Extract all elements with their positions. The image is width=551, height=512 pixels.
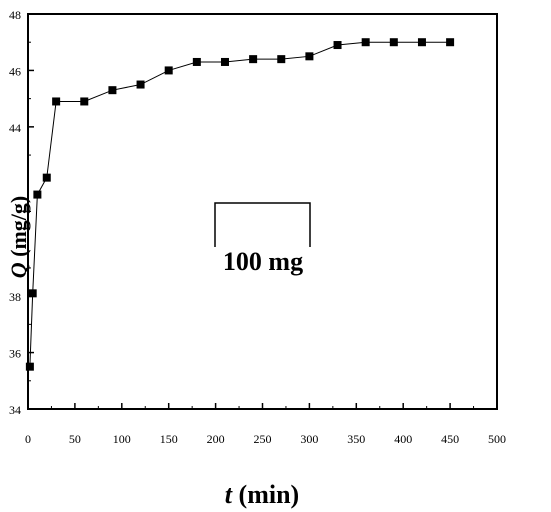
data-point [192, 57, 201, 66]
data-point [52, 97, 61, 106]
y-tick-label: 36 [9, 347, 21, 361]
x-tick-label: 100 [113, 432, 131, 446]
data-point [277, 55, 286, 64]
x-tick-label: 350 [347, 432, 365, 446]
data-point [417, 38, 426, 47]
x-axis-variable: t [225, 480, 233, 509]
x-tick-label: 450 [441, 432, 459, 446]
y-tick-label: 46 [9, 64, 21, 78]
data-point [28, 289, 37, 298]
legend: 100 mg [214, 202, 311, 276]
y-axis-unit: (mg/g) [6, 196, 31, 263]
x-tick-label: 500 [488, 432, 506, 446]
legend-bracket [214, 202, 311, 247]
x-tick-label: 50 [69, 432, 81, 446]
legend-label: 100 mg [223, 247, 303, 276]
data-point [389, 38, 398, 47]
data-point [220, 57, 229, 66]
data-point [80, 97, 89, 106]
data-point [249, 55, 258, 64]
data-point [25, 362, 34, 371]
y-tick-label: 48 [9, 8, 21, 22]
x-axis-unit: (min) [232, 480, 299, 509]
x-tick-label: 150 [160, 432, 178, 446]
y-tick-label: 34 [9, 403, 21, 417]
x-tick-label: 250 [254, 432, 272, 446]
data-point [446, 38, 455, 47]
x-tick-label: 200 [207, 432, 225, 446]
data-point [108, 86, 117, 95]
x-axis: 0 50 100 150 200 250 300 350 400 450 500 [25, 403, 506, 446]
x-axis-title: t (min) [225, 480, 299, 509]
y-axis-variable: Q [6, 262, 31, 278]
y-tick-label: 44 [9, 121, 21, 135]
data-point [164, 66, 173, 75]
data-point [361, 38, 370, 47]
data-point [333, 41, 342, 50]
y-tick-label: 38 [9, 290, 21, 304]
y-axis: 34 36 38 44 46 48 [9, 8, 34, 417]
x-tick-label: 0 [25, 432, 31, 446]
plot-frame [27, 13, 498, 410]
x-tick-label: 400 [394, 432, 412, 446]
data-point [305, 52, 314, 61]
data-point [33, 190, 42, 199]
data-point [136, 80, 145, 89]
x-tick-label: 300 [300, 432, 318, 446]
series-layer [25, 38, 455, 371]
plot-border [27, 13, 498, 410]
y-axis-title: Q (mg/g) [6, 196, 31, 278]
data-point [42, 173, 51, 182]
series-line [29, 41, 451, 367]
